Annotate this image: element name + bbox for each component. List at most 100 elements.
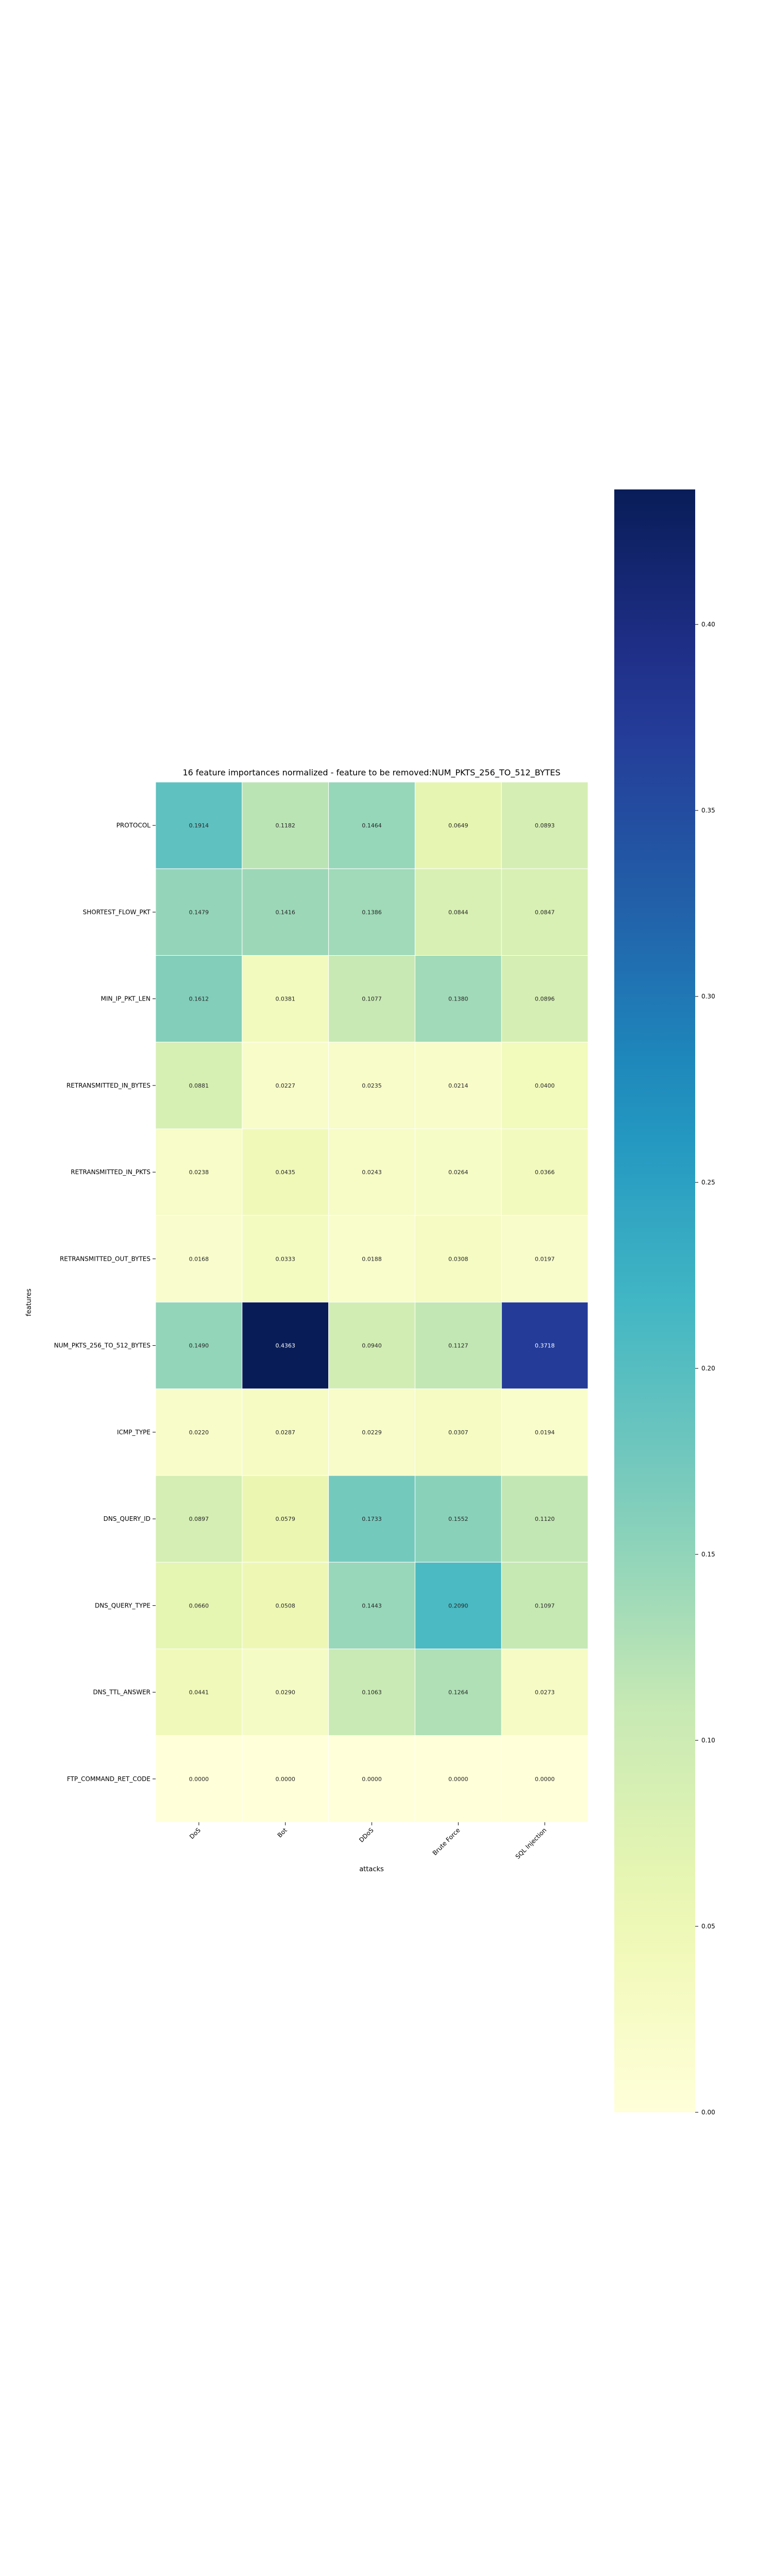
column-tick-label: DDoS [358,1826,375,1844]
cell-value-label: 0.0897 [189,1516,209,1522]
heatmap-cell [155,1128,243,1216]
cell-value-label: 0.0000 [362,1776,382,1783]
cell-value-label: 0.2090 [448,1602,468,1609]
colorbar-tick-label: 0.15 [701,1551,715,1558]
heatmap-cell [155,1302,243,1389]
cell-value-label: 0.1386 [362,909,382,916]
cell-value-label: 0.1416 [275,909,295,916]
cell-value-label: 0.0308 [448,1256,468,1262]
cell-value-label: 0.0194 [535,1429,555,1436]
heatmap-cell [242,1128,329,1216]
cell-value-label: 0.0400 [535,1082,555,1089]
column-tick-label: Brute Force [431,1826,462,1857]
heatmap-cell [328,1562,415,1649]
column-tick-label: DoS [188,1826,202,1840]
heatmap-cell [414,782,502,869]
heatmap-cell [414,1302,502,1389]
cell-value-label: 0.0366 [535,1169,555,1176]
cell-value-label: 0.1479 [189,909,209,916]
heatmap-cell [414,1649,502,1736]
heatmap-cell [242,1735,329,1823]
cell-value-label: 0.0229 [362,1429,382,1436]
colorbar-tick-label: 0.30 [701,993,715,1000]
heatmap-cell [501,1388,589,1476]
cell-value-label: 0.0881 [189,1082,209,1089]
row-tick-label: ICMP_TYPE [117,1429,150,1436]
heatmap-cell [155,1649,243,1736]
cell-value-label: 0.0168 [189,1256,209,1262]
cell-value-label: 0.0214 [448,1082,468,1089]
heatmap-cell [414,1215,502,1302]
heatmap-cell [242,1475,329,1563]
cell-value-label: 0.1127 [448,1343,468,1349]
cell-value-label: 0.1380 [448,996,468,1003]
heatmap-cell [328,955,415,1043]
row-tick-label: NUM_PKTS_256_TO_512_BYTES [54,1342,150,1349]
row-tick-label: DNS_QUERY_ID [104,1515,150,1522]
heatmap-cell [501,1649,589,1736]
colorbar-tick-label: 0.05 [701,1923,715,1930]
cell-value-label: 0.0000 [448,1776,468,1783]
heatmap-cell [414,955,502,1043]
cell-value-label: 0.1182 [275,822,295,829]
heatmap-cell [414,1562,502,1649]
cell-value-label: 0.1443 [362,1602,382,1609]
cell-value-label: 0.0273 [535,1689,555,1696]
heatmap-cell [501,1042,589,1129]
heatmap-cell [155,782,243,869]
cell-value-label: 0.3718 [535,1343,555,1349]
colorbar-tick-label: 0.20 [701,1365,715,1372]
cell-value-label: 0.0441 [189,1689,209,1696]
row-tick-label: RETRANSMITTED_IN_BYTES [66,1082,150,1089]
cell-value-label: 0.0579 [275,1516,295,1522]
heatmap-cell [155,1388,243,1476]
cell-value-label: 0.0235 [362,1082,382,1089]
column-tick-label: Bot [276,1826,289,1839]
heatmap-cell [501,955,589,1043]
heatmap-cell [501,1128,589,1216]
row-tick-label: PROTOCOL [116,822,151,829]
cell-value-label: 0.1063 [362,1689,382,1696]
heatmap-cell [414,1475,502,1563]
colorbar-tick-label: 0.40 [701,621,715,628]
cell-value-label: 0.1120 [535,1516,555,1522]
cell-value-label: 0.0264 [448,1169,468,1176]
cell-value-label: 0.0227 [275,1082,295,1089]
column-tick-label: SQL Injection [514,1826,548,1860]
colorbar [614,489,695,2112]
cell-value-label: 0.0847 [535,909,555,916]
heatmap-cell [155,1735,243,1823]
cell-value-label: 0.1612 [189,996,209,1003]
x-axis-label: attacks [359,1866,384,1873]
heatmap-cell [242,782,329,869]
cell-value-label: 0.0243 [362,1169,382,1176]
cell-value-labels: 0.1914 0.1182 0.1464 0.0649 0.0893 0.1479 0.14… [189,822,555,1783]
heatmap-cell [328,1649,415,1736]
cell-value-label: 0.1490 [189,1343,209,1349]
cell-value-label: 0.0307 [448,1429,468,1436]
cell-value-label: 0.0287 [275,1429,295,1436]
heatmap-cell [242,1562,329,1649]
heatmap-cell [242,868,329,956]
cell-value-label: 0.0333 [275,1256,295,1262]
chart-title: 16 feature importances normalized - feat… [182,768,560,778]
row-tick-label: RETRANSMITTED_IN_PKTS [71,1168,150,1176]
heatmap-cell [155,868,243,956]
heatmap-cell [328,868,415,956]
cell-value-label: 0.1552 [448,1516,468,1522]
colorbar-tick-label: 0.00 [701,2109,715,2116]
row-tick-label: DNS_TTL_ANSWER [93,1689,150,1696]
cell-value-label: 0.0649 [448,822,468,829]
cell-value-label: 0.0290 [275,1689,295,1696]
heatmap-cell [501,1215,589,1302]
row-tick-label: FTP_COMMAND_RET_CODE [67,1775,150,1783]
heatmap-grid [155,782,589,1823]
heatmap-cell [328,1128,415,1216]
row-tick-label: RETRANSMITTED_OUT_BYTES [60,1255,150,1262]
heatmap-cell [328,1042,415,1129]
row-tick-labels: PROTOCOL SHORTEST_FLOW_PKT MIN_IP_PKT_LEN R… [54,822,156,1783]
heatmap-cell [414,1042,502,1129]
column-tick-labels: DoS Bot DDoS Brute Force SQL Injection [188,1822,548,1860]
row-tick-label: SHORTEST_FLOW_PKT [83,908,151,916]
